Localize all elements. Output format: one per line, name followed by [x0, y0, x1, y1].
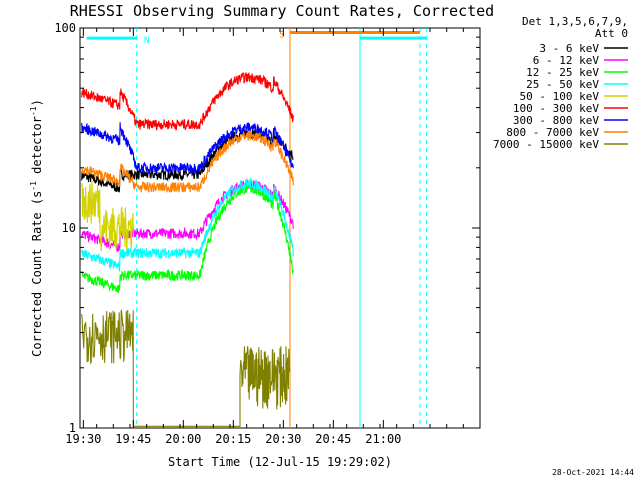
series-polyline	[81, 183, 294, 293]
series-line	[81, 122, 294, 176]
series-polyline	[81, 176, 294, 272]
flag-layer: NS	[86, 28, 428, 428]
x-tick-label: 20:45	[315, 432, 351, 446]
tick-layer: 19:30 19:45 20:00 20:15 20:30 20:45 21:00 1 10 10…	[54, 21, 481, 446]
x-tick-label: 21:00	[365, 432, 401, 446]
y-axis-label-sup2: -1	[29, 106, 38, 116]
legend-entry-label: 3 - 6 keV	[539, 42, 599, 55]
legend-entry-label: 100 - 300 keV	[513, 102, 599, 115]
series-polyline	[81, 309, 291, 427]
legend-entry-label: 50 - 100 keV	[520, 90, 600, 103]
y-axis-label-mid: detector	[30, 116, 44, 181]
series-layer	[81, 72, 294, 427]
series-polyline	[81, 181, 134, 252]
series-line	[81, 183, 294, 293]
y-axis-label-post: )	[30, 99, 44, 106]
legend-entry-label: 25 - 50 keV	[526, 78, 599, 91]
legend-entry-label: 12 - 25 keV	[526, 66, 599, 79]
legend-header-detectors: Det 1,3,5,6,7,9,	[522, 15, 628, 28]
footer-timestamp: 28-Oct-2021 14:44	[552, 468, 634, 477]
y-tick-label: 10	[62, 221, 76, 235]
x-tick-label: 19:45	[115, 432, 151, 446]
legend-entry-label: 6 - 12 keV	[533, 54, 600, 67]
y-axis-label: Corrected Count Rate (s-1 detector-1)	[29, 99, 44, 357]
series-polyline	[81, 130, 294, 193]
flag-label: S	[279, 30, 284, 40]
x-tick-label: 20:15	[215, 432, 251, 446]
y-axis-label-pre: Corrected Count Rate (s	[30, 191, 44, 357]
series-line	[81, 309, 291, 427]
x-tick-label: 20:00	[165, 432, 201, 446]
legend-entry-label: 7000 - 15000 keV	[493, 138, 599, 151]
chart-title: RHESSI Observing Summary Count Rates, Co…	[70, 2, 494, 20]
legend-entry-label: 300 - 800 keV	[513, 114, 599, 127]
y-tick-label: 1	[69, 421, 76, 435]
legend-entry-label: 800 - 7000 keV	[506, 126, 599, 139]
series-polyline	[81, 122, 294, 176]
series-polyline	[81, 72, 294, 132]
y-tick-label: 100	[54, 21, 76, 35]
series-line	[81, 130, 294, 193]
series-line	[81, 181, 134, 252]
flag-label: N	[144, 36, 149, 46]
plot-area: NS 19:30 19:45 20:00 20:15 20:30 20:45 21:0011…	[54, 21, 481, 446]
series-line	[81, 176, 294, 272]
y-axis-label-sup1: -1	[29, 181, 38, 191]
series-line	[81, 72, 294, 132]
x-axis-label: Start Time (12-Jul-15 19:29:02)	[168, 455, 392, 469]
legend-header-attenuator: Att 0	[595, 27, 628, 40]
x-tick-label: 19:30	[65, 432, 101, 446]
x-tick-label: 20:30	[265, 432, 301, 446]
